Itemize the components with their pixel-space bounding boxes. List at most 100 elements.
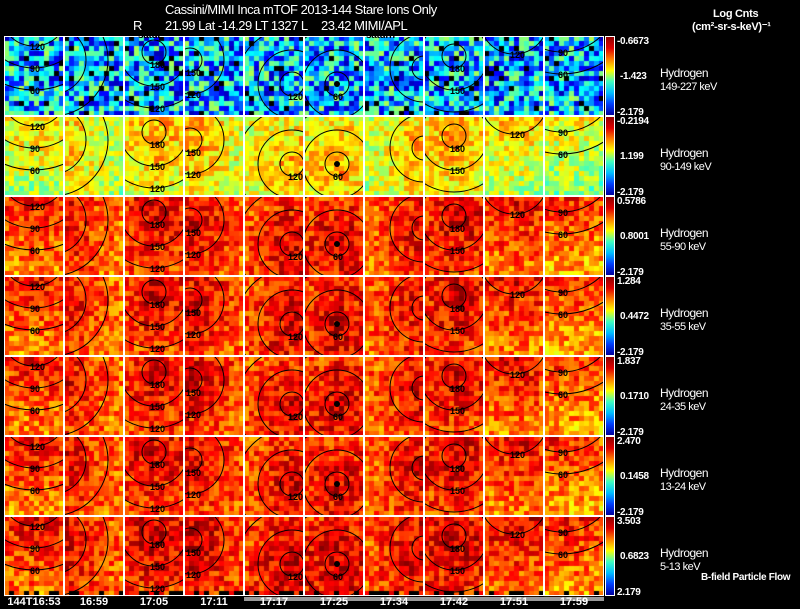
contour-line — [141, 519, 167, 545]
panel-border — [64, 516, 124, 596]
species-label: Hydrogen — [660, 386, 709, 400]
panel-border — [4, 196, 64, 276]
contour-line — [184, 436, 225, 495]
contour-line — [544, 356, 602, 373]
contour-line — [411, 455, 424, 481]
contour-label: 120 — [150, 184, 165, 194]
contour-line — [124, 356, 184, 407]
contour-label: 180 — [450, 224, 465, 234]
contour-line — [184, 527, 203, 553]
contour-label: 120 — [288, 572, 303, 582]
contour-label: 90 — [558, 288, 568, 298]
contour-line — [324, 151, 350, 177]
contour-line — [324, 391, 350, 417]
contour-line — [257, 49, 304, 116]
contour-line — [184, 367, 203, 393]
contour-line — [64, 196, 87, 253]
contour-line — [124, 436, 184, 487]
colorbar-max: 3.503 — [617, 516, 641, 527]
time-tick-label: 17:51 — [499, 596, 529, 608]
contour-line — [424, 276, 484, 331]
contour-label: 90 — [30, 384, 40, 394]
panel-border — [364, 36, 424, 116]
contour-label: 120 — [30, 122, 45, 132]
contour-line — [544, 196, 602, 213]
contour-line — [484, 116, 544, 135]
time-tick-label: 17:59 — [559, 596, 589, 608]
contour-line — [64, 276, 109, 356]
energy-label: 149-227 keV — [660, 81, 717, 93]
contour-line — [441, 123, 467, 149]
contour-line — [484, 516, 544, 535]
contour-line — [441, 283, 467, 309]
contour-label: 150 — [150, 562, 165, 572]
contour-line — [124, 578, 184, 589]
panel-border — [244, 436, 304, 516]
contour-label: 90 — [30, 144, 40, 154]
contour-line — [64, 516, 109, 596]
species-label: Hydrogen — [660, 306, 709, 320]
contour-line — [502, 168, 526, 192]
contour-line — [4, 538, 64, 549]
contour-line — [424, 116, 484, 171]
contour-label: 120 — [30, 522, 45, 532]
center-marker — [334, 241, 340, 247]
title-line1: Cassini/MIMI Inca mTOF 2013-144 Stare Io… — [165, 2, 437, 17]
contour-line — [304, 36, 310, 40]
contour-label: 120 — [186, 410, 201, 420]
contour-line — [424, 342, 484, 353]
contour-line — [441, 363, 467, 389]
contour-line — [9, 36, 59, 47]
contour-label: 180 — [150, 300, 165, 310]
contour-line — [424, 356, 484, 411]
contour-line — [244, 436, 265, 516]
contour-line — [184, 447, 203, 473]
species-label: Hydrogen — [660, 466, 709, 480]
panel-border — [124, 36, 184, 116]
colorbar-max: 1.837 — [617, 356, 641, 367]
contour-line — [389, 356, 424, 423]
contour-label: 120 — [150, 104, 165, 114]
contour-label: 60 — [333, 572, 343, 582]
panel-border — [304, 196, 364, 276]
units-label: Log Cnts — [713, 8, 759, 20]
energy-label: 90-149 keV — [660, 161, 712, 173]
contour-line — [424, 502, 484, 513]
contour-line — [544, 61, 604, 75]
contour-line — [9, 516, 59, 527]
contour-line — [64, 196, 109, 276]
contour-label: 120 — [30, 202, 45, 212]
center-marker — [334, 401, 340, 407]
contour-label: 60 — [333, 332, 343, 342]
species-label: Hydrogen — [660, 146, 709, 160]
colorbar — [605, 356, 615, 436]
contour-line — [64, 116, 87, 173]
contour-label: 60 — [333, 252, 343, 262]
colorbar-mid: 0.1458 — [620, 471, 649, 482]
panel-border — [64, 436, 124, 516]
contour-line — [124, 258, 184, 269]
colorbar-max: -0.6673 — [617, 36, 649, 47]
contour-line — [304, 49, 364, 116]
contour-label: 120 — [186, 250, 201, 260]
contour-label: 120 — [510, 50, 525, 60]
contour-line — [389, 516, 424, 583]
contour-label: 60 — [558, 550, 568, 560]
panel-border — [184, 116, 244, 196]
title-line2: 21.99 Lat -14.29 LT 1327 L — [165, 18, 308, 33]
contour-label: 150 — [186, 388, 201, 398]
contour-label: 180 — [450, 144, 465, 154]
contour-line — [4, 483, 64, 491]
panel-border — [484, 116, 544, 196]
colorbar — [605, 276, 615, 356]
contour-line — [389, 436, 424, 503]
panel-border — [304, 436, 364, 516]
contour-label: 120 — [30, 442, 45, 452]
contour-line — [411, 295, 424, 321]
panel-border — [184, 436, 244, 516]
contour-line — [304, 449, 364, 516]
contour-label: 120 — [186, 570, 201, 580]
contour-line — [4, 403, 64, 411]
panel-border — [124, 116, 184, 196]
contour-line — [4, 323, 64, 331]
